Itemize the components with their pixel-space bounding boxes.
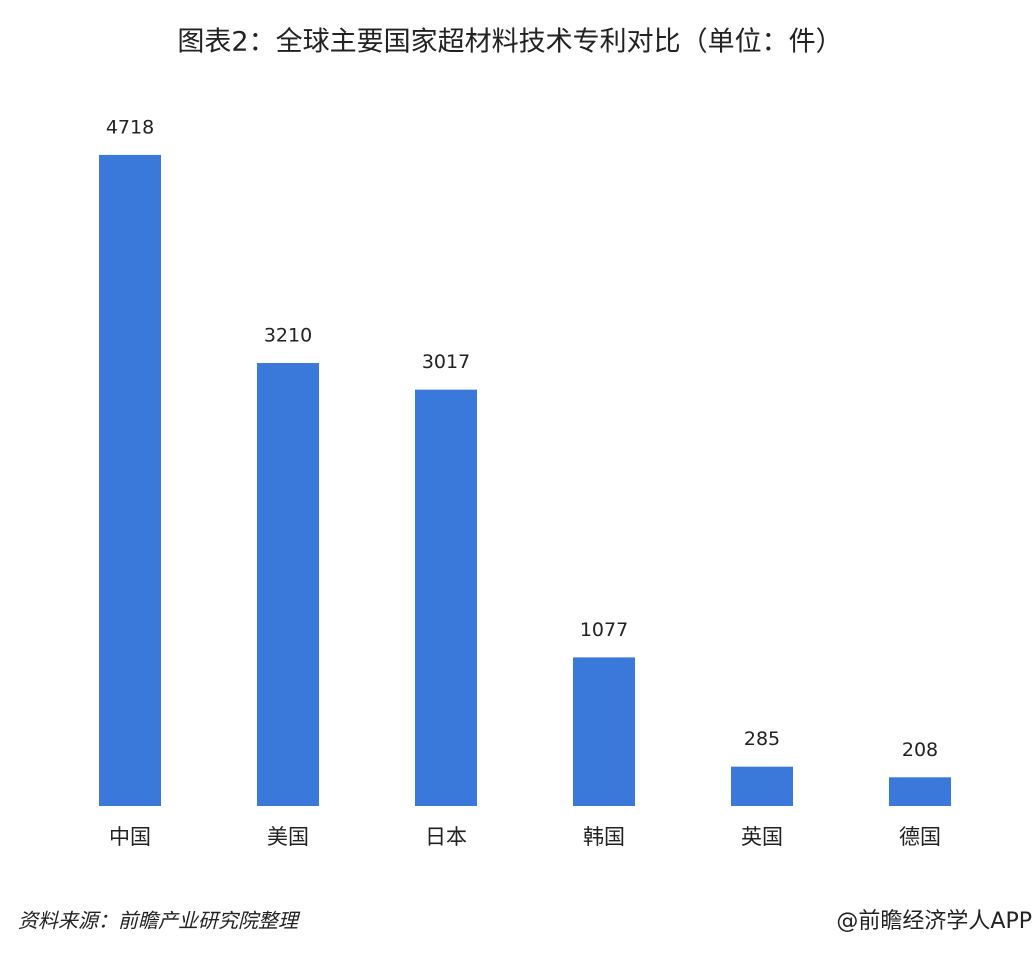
- bar: [731, 766, 793, 806]
- source-note: 资料来源：前瞻产业研究院整理: [18, 909, 301, 933]
- value-label: 4718: [106, 116, 154, 138]
- credit: @前瞻经济学人APP: [836, 909, 1032, 934]
- x-tick-label: 韩国: [583, 825, 625, 849]
- bar: [889, 777, 951, 806]
- bar: [99, 154, 161, 806]
- value-label: 3210: [264, 325, 312, 347]
- x-tick-label: 英国: [741, 825, 783, 849]
- x-tick-label: 日本: [425, 825, 467, 849]
- value-label: 285: [744, 728, 780, 750]
- chart-title: 图表2：全球主要国家超材料技术专利对比（单位：件）: [177, 27, 842, 58]
- bar: [573, 657, 635, 806]
- x-tick-label: 德国: [899, 825, 941, 849]
- x-tick-label: 中国: [109, 825, 151, 849]
- bar: [415, 389, 477, 806]
- value-label: 3017: [422, 351, 470, 373]
- value-label: 208: [902, 739, 938, 761]
- value-label: 1077: [580, 619, 628, 641]
- x-tick-label: 美国: [267, 825, 309, 849]
- bar: [257, 363, 319, 806]
